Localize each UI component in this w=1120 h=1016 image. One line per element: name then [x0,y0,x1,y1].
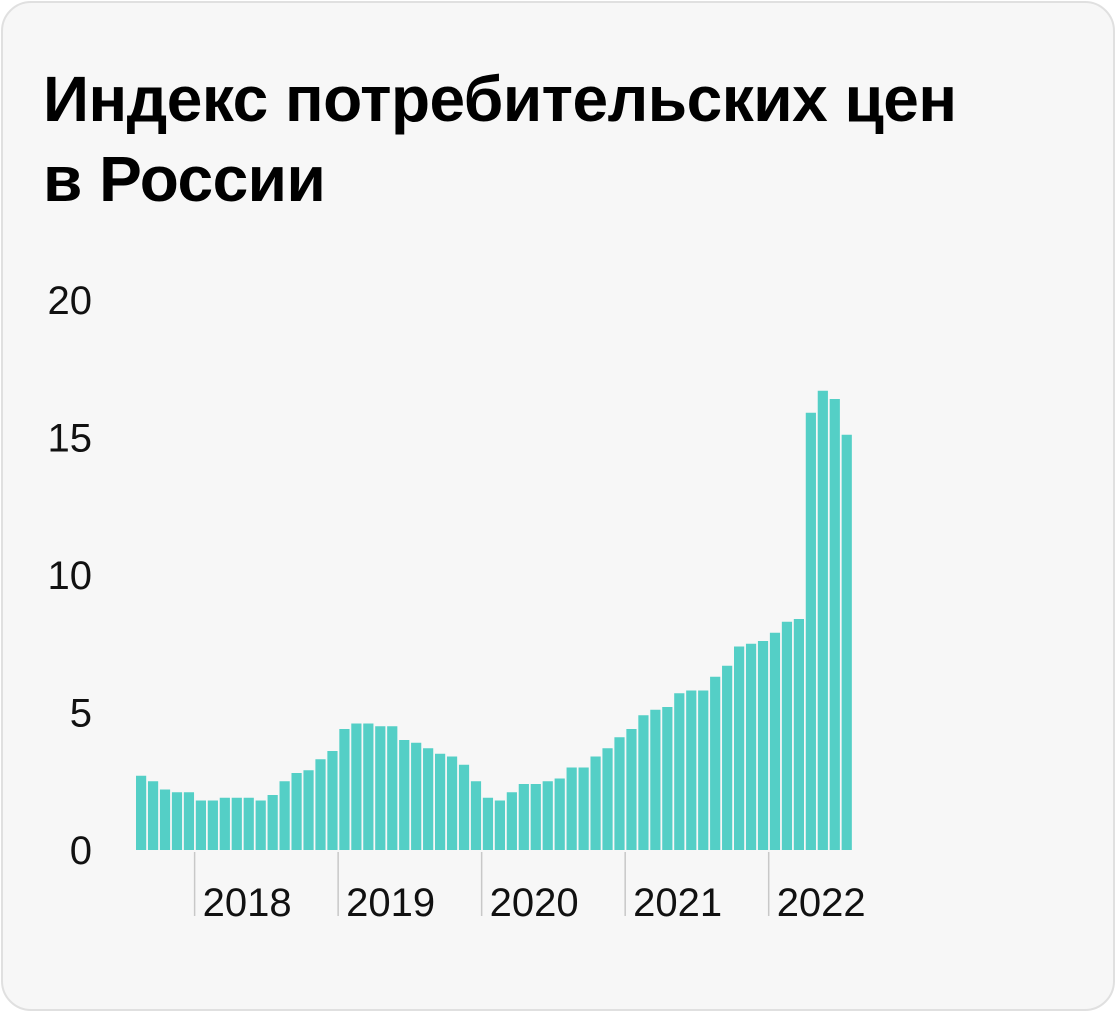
x-year-label: 2020 [490,881,579,925]
bar [554,778,565,850]
bar [399,740,410,850]
bar [351,723,362,850]
bar [303,770,314,850]
bar [482,797,494,850]
bar [829,399,840,850]
bar [387,726,398,850]
bar [291,773,302,850]
bar [435,753,446,850]
bar [805,412,816,850]
bar [423,748,434,850]
bar [638,715,649,850]
bar [375,726,386,850]
bar [458,764,470,850]
x-year-label: 2021 [633,881,722,925]
bar [339,729,350,850]
bar [710,676,721,850]
bar [411,742,422,850]
y-tick-label: 20 [48,279,93,323]
bar [506,792,517,850]
bar [841,434,852,850]
chart-title-line-2: в России [43,143,326,215]
bar [518,784,529,850]
bar [207,800,218,850]
bar [470,781,482,850]
bar [590,756,601,850]
y-tick-label: 15 [48,417,93,461]
bar [542,781,553,850]
bar [363,723,374,850]
bar [781,621,793,850]
bar [745,643,757,850]
bar [446,756,458,850]
bar [626,729,637,850]
bar [267,795,278,850]
bar [171,792,183,850]
bar [147,781,159,850]
bar [255,800,266,850]
bar [686,690,697,850]
bar [602,748,613,850]
y-axis-labels: 0 5 10 15 20 [48,279,93,873]
bar [722,665,733,850]
bar [650,709,661,850]
bar [578,767,589,850]
bar [183,792,195,850]
y-tick-label: 5 [70,692,92,736]
x-axis-years: 2018 2019 2020 2021 2022 [193,852,866,925]
bar [817,390,828,850]
x-year-label: 2019 [346,881,435,925]
bar [662,707,673,850]
chart-title: Индекс потребительских цен в России [43,59,1083,219]
bar [757,641,769,850]
bar [243,797,254,850]
bar [327,751,338,850]
bar [136,775,147,850]
bar [231,797,242,850]
bar-series [136,390,852,850]
y-tick-label: 10 [48,554,93,598]
bar [674,693,685,850]
bar [698,690,709,850]
bar [279,781,290,850]
bar [494,800,505,850]
bar [219,797,230,850]
bar [566,767,577,850]
x-year-label: 2018 [203,881,292,925]
bar [769,632,781,850]
bar [315,759,326,850]
bar [614,737,625,850]
bar [793,619,804,850]
bar [195,800,206,850]
x-year-label: 2022 [777,881,866,925]
y-tick-label: 0 [70,829,92,873]
bar [530,784,541,850]
chart-title-line-1: Индекс потребительских цен [43,63,957,135]
bar [159,789,171,850]
bar [734,646,745,850]
